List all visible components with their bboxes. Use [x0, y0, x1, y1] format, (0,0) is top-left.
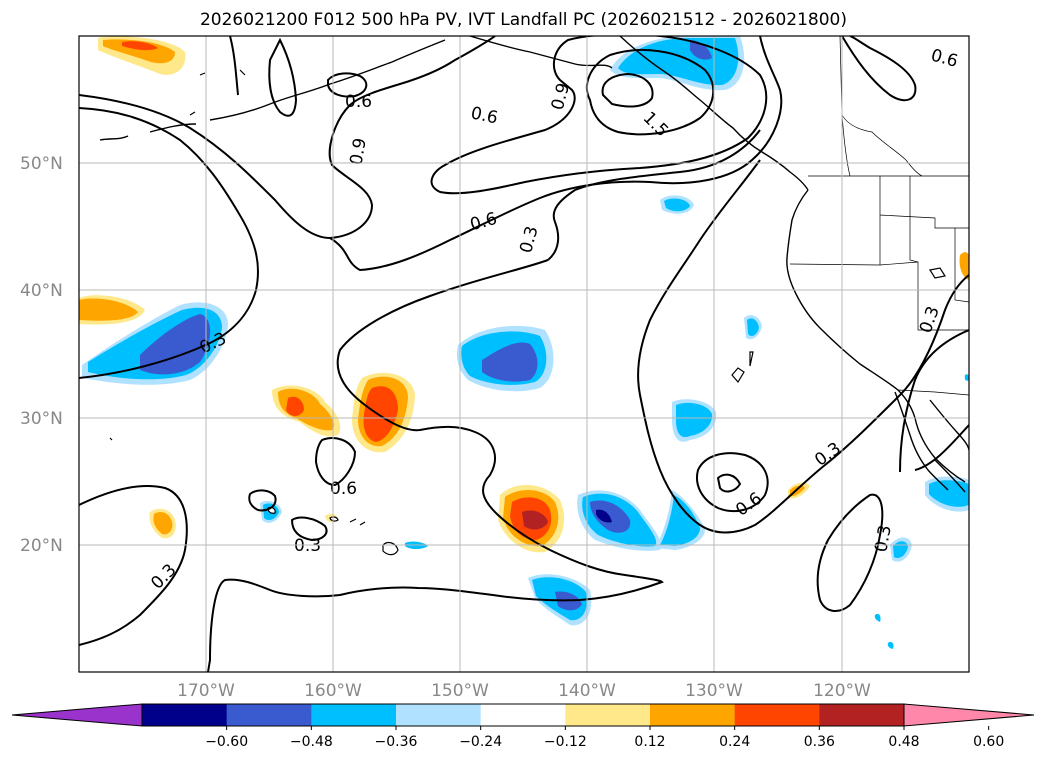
map-title: 2026021200 F012 500 hPa PV, IVT Landfall… [199, 10, 847, 30]
colorbar-segment [311, 704, 397, 726]
contour-label: 0.3 [294, 536, 321, 556]
lon-label: 170°W [177, 681, 235, 701]
gridlines [79, 36, 969, 672]
lat-label: 40°N [20, 281, 63, 301]
colorbar-segment [142, 704, 228, 726]
colorbar-tick-label: −0.48 [290, 734, 333, 750]
colorbar-tick-label: 0.60 [973, 734, 1004, 750]
colorbar-tick-label: −0.24 [459, 734, 502, 750]
lat-label: 30°N [20, 409, 63, 429]
lon-label: 160°W [304, 681, 362, 701]
colorbar-tick-label: −0.36 [375, 734, 418, 750]
map-frame [78, 35, 970, 673]
pv-contours [79, 36, 969, 672]
colorbar-segment [565, 704, 651, 726]
lon-label: 150°W [431, 681, 489, 701]
lat-label: 50°N [20, 154, 63, 174]
longitude-labels: 170°W 160°W 150°W 140°W 130°W 120°W [177, 681, 871, 701]
colorbar-segment [226, 704, 312, 726]
colorbar: −0.60 −0.48 −0.36 −0.24 −0.12 0.12 0.24 0.36 0.4… [11, 703, 1035, 750]
colorbar-tick-label: 0.36 [804, 734, 835, 750]
colorbar-segment [650, 704, 736, 726]
colorbar-segment [819, 704, 905, 726]
anomaly-fills [79, 36, 969, 649]
lat-label: 20°N [20, 536, 63, 556]
islands [109, 69, 946, 556]
colorbar-segment [734, 704, 820, 726]
colorbar-tick-label: −0.60 [205, 734, 248, 750]
colorbar-frame [141, 703, 905, 727]
lon-label: 140°W [558, 681, 616, 701]
colorbar-tick-label: 0.12 [634, 734, 665, 750]
colorbar-tick-label: 0.24 [719, 734, 750, 750]
colorbar-tick-label: 0.48 [888, 734, 919, 750]
lon-label: 120°W [813, 681, 871, 701]
latitude-labels: 50°N 40°N 30°N 20°N [20, 154, 63, 556]
contour-label: 0.3 [871, 524, 895, 554]
colorbar-segment [396, 704, 482, 726]
contour-label: 0.6 [330, 479, 357, 499]
colorbar-segment [480, 704, 566, 726]
colorbar-tick-label: −0.12 [544, 734, 587, 750]
colorbar-extend-max [903, 703, 1035, 727]
political-borders [789, 36, 969, 396]
lon-label: 130°W [685, 681, 743, 701]
contour-label: 0.9 [346, 136, 370, 166]
colorbar-extend-min [11, 703, 143, 727]
contour-label: 0.6 [345, 92, 372, 112]
